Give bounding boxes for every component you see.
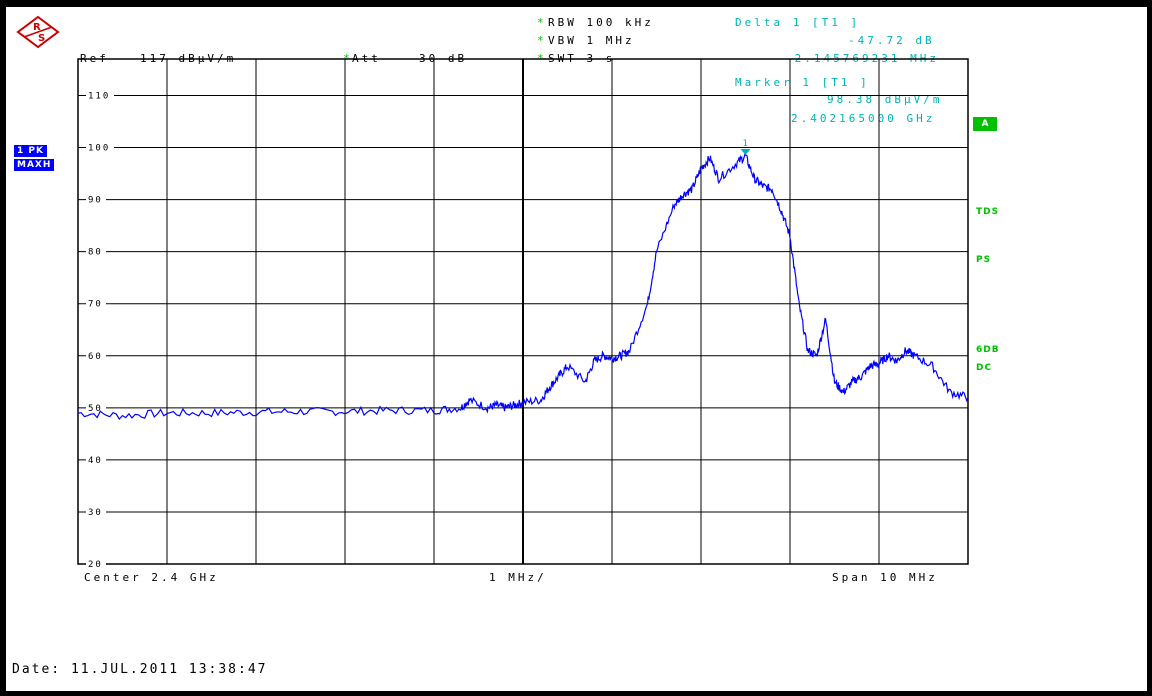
- tds-indicator: TDS: [976, 207, 1000, 217]
- delta-marker-level: -47.72 dB: [848, 34, 935, 47]
- plot-grid: [77, 58, 969, 565]
- span: Span 10 MHz: [832, 571, 938, 584]
- frequency-per-division: 1 MHz/: [489, 571, 547, 584]
- trace-badge: 1 PK: [14, 145, 47, 157]
- ps-indicator: PS: [976, 255, 992, 265]
- analyzer-screen: R S Ref 117 dBµV/m * Att 30 dB * RBW 100…: [6, 7, 1147, 691]
- y-tick-label-bg: [86, 559, 106, 569]
- timestamp: Date: 11.JUL.2011 13:38:47: [12, 662, 268, 677]
- channel-a-indicator: A: [973, 117, 997, 131]
- y-tick-label-bg: [86, 402, 106, 413]
- marker1-level: 98.38 dBµV/m: [827, 93, 943, 106]
- vbw-star: *: [537, 34, 547, 47]
- y-tick-label: 60: [88, 352, 103, 362]
- y-tick-label-bg: [86, 298, 106, 309]
- y-tick-labels: 20 30 40 50 60 70 80 90 100 110: [86, 90, 114, 570]
- rbw-star: *: [537, 16, 547, 29]
- marker1-title: Marker 1 [T1 ]: [735, 76, 870, 89]
- y-tick-label-bg: [86, 90, 114, 101]
- y-tick-label-bg: [86, 194, 106, 205]
- vbw-setting: VBW 1 MHz: [548, 34, 635, 47]
- y-tick-label-bg: [86, 454, 106, 465]
- y-tick-label: 50: [88, 404, 103, 414]
- svg-text:S: S: [38, 33, 45, 44]
- y-tick-label: 30: [88, 508, 103, 518]
- marker-1: 1: [740, 139, 751, 155]
- marker1-freq: 2.402165000 GHz: [791, 112, 936, 125]
- y-tick-label: 70: [88, 300, 103, 310]
- spectrum-trace: [77, 152, 969, 420]
- dc-indicator: DC: [976, 363, 993, 373]
- delta-marker-title: Delta 1 [T1 ]: [735, 16, 861, 29]
- marker-1-flag: 1: [743, 139, 748, 149]
- y-tick-label-bg: [86, 246, 106, 257]
- y-tick-label: 20: [88, 560, 103, 570]
- y-tick-label-bg: [86, 350, 106, 361]
- y-tick-label: 90: [88, 196, 103, 206]
- y-tick-label-bg: [86, 506, 106, 517]
- svg-text:R: R: [33, 22, 41, 33]
- y-tick-label: 40: [88, 456, 103, 466]
- rohde-schwarz-logo: R S: [16, 15, 60, 49]
- 6db-indicator: 6DB: [976, 345, 1000, 355]
- trace-mode-badge: MAXH: [14, 159, 55, 171]
- y-tick-label: 110: [88, 91, 110, 101]
- rbw-setting: RBW 100 kHz: [548, 16, 654, 29]
- spectrum-plot: 20 30 40 50 60 70 80 90 100 110 1: [77, 58, 969, 570]
- center-frequency: Center 2.4 GHz: [84, 571, 219, 584]
- y-tick-label: 80: [88, 248, 103, 258]
- marker-1-triangle: [740, 148, 751, 155]
- y-tick-label: 100: [88, 144, 110, 154]
- y-tick-label-bg: [86, 142, 114, 153]
